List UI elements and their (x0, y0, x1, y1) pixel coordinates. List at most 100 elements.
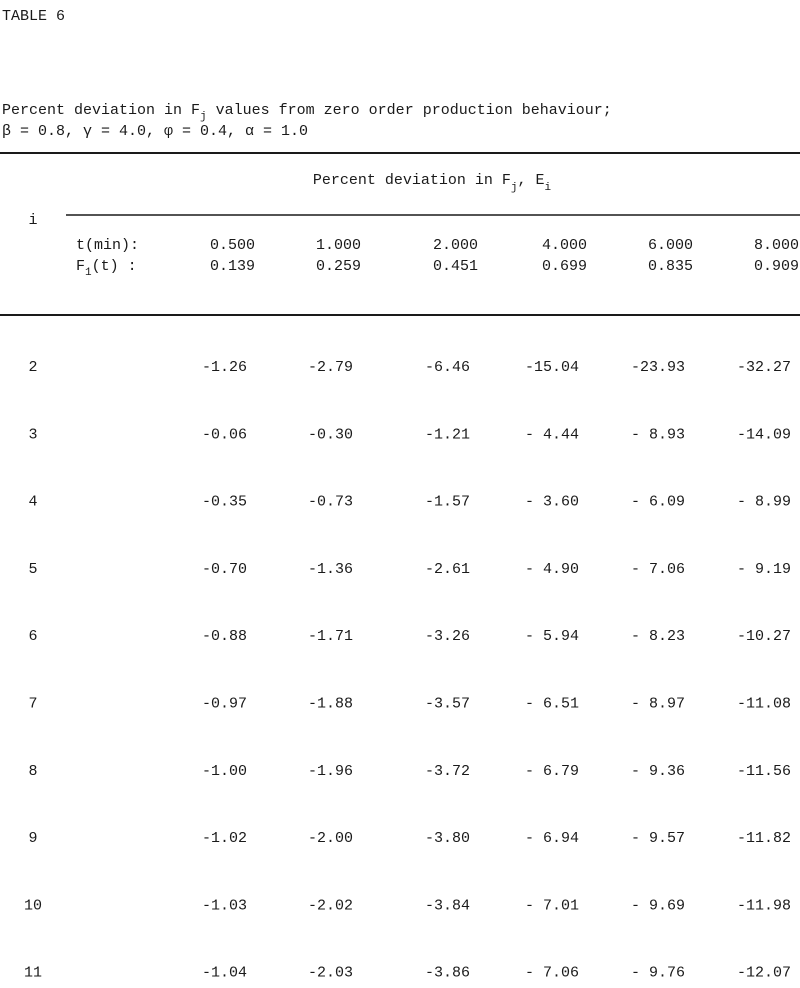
cell: - 7.06 (525, 965, 579, 982)
cell: - 6.09 (631, 494, 685, 511)
cell: -1.57 (425, 494, 470, 511)
col-t: 1.000 (316, 237, 361, 254)
col-f: 0.909 (754, 258, 799, 275)
cell: - 7.01 (525, 897, 579, 914)
cell: - 9.69 (631, 897, 685, 914)
cell: -3.72 (425, 763, 470, 780)
header-text: , E (518, 172, 545, 189)
cell: -10.27 (737, 628, 791, 645)
header-subscript: j (511, 182, 518, 194)
col-f: 0.139 (210, 258, 255, 275)
cell: -11.98 (737, 897, 791, 914)
caption-text: values from zero order production behavi… (207, 102, 612, 119)
cell: -11.82 (737, 830, 791, 847)
cell: -0.35 (202, 494, 247, 511)
cell: -1.88 (308, 695, 353, 712)
row-index: 10 (24, 897, 42, 914)
cell: -0.73 (308, 494, 353, 511)
cell: -1.21 (425, 426, 470, 443)
t-label: t(min): (76, 237, 139, 254)
group-header: Percent deviation in Fj, Ei (313, 172, 552, 194)
cell: -3.57 (425, 695, 470, 712)
f-label: F1(t) : (76, 258, 137, 279)
header-subscript: i (545, 182, 552, 194)
cell: -1.04 (202, 965, 247, 982)
caption-text: Percent deviation in F (2, 102, 200, 119)
cell: - 5.94 (525, 628, 579, 645)
row-index: 8 (28, 763, 37, 780)
cell: -32.27 (737, 359, 791, 376)
cell: - 9.19 (737, 561, 791, 578)
cell: -12.07 (737, 965, 791, 982)
cell: -11.08 (737, 695, 791, 712)
caption-line: Percent deviation in Fj values from zero… (2, 102, 612, 123)
cell: -2.61 (425, 561, 470, 578)
row-header: i (28, 212, 37, 229)
cell: - 8.93 (631, 426, 685, 443)
cell: -1.02 (202, 830, 247, 847)
row-index: 6 (28, 628, 37, 645)
cell: - 9.57 (631, 830, 685, 847)
cell: - 6.79 (525, 763, 579, 780)
cell: - 8.23 (631, 628, 685, 645)
row-index: 2 (28, 359, 37, 376)
row-index: 7 (28, 695, 37, 712)
cell: -0.88 (202, 628, 247, 645)
row-index: 5 (28, 561, 37, 578)
cell: - 9.36 (631, 763, 685, 780)
cell: -0.30 (308, 426, 353, 443)
col-f: 0.835 (648, 258, 693, 275)
f-subscript: 1 (85, 267, 92, 279)
row-index: 4 (28, 494, 37, 511)
col-t: 6.000 (648, 237, 693, 254)
cell: -6.46 (425, 359, 470, 376)
cell: -0.70 (202, 561, 247, 578)
row-index: 3 (28, 426, 37, 443)
cell: - 3.60 (525, 494, 579, 511)
col-t: 4.000 (542, 237, 587, 254)
cell: -2.03 (308, 965, 353, 982)
cell: - 4.90 (525, 561, 579, 578)
cell: -1.36 (308, 561, 353, 578)
col-f: 0.451 (433, 258, 478, 275)
cell: -14.09 (737, 426, 791, 443)
cell: -1.03 (202, 897, 247, 914)
col-t: 2.000 (433, 237, 478, 254)
cell: - 8.97 (631, 695, 685, 712)
f-text: (t) : (92, 258, 137, 275)
col-t: 0.500 (210, 237, 255, 254)
cell: -1.26 (202, 359, 247, 376)
cell: -1.96 (308, 763, 353, 780)
cell: -15.04 (525, 359, 579, 376)
cell: -2.02 (308, 897, 353, 914)
cell: - 9.76 (631, 965, 685, 982)
cell: -3.26 (425, 628, 470, 645)
caption-line: β = 0.8, γ = 4.0, φ = 0.4, α = 1.0 (2, 123, 308, 140)
cell: -23.93 (631, 359, 685, 376)
cell: -3.86 (425, 965, 470, 982)
cell: -0.06 (202, 426, 247, 443)
col-f: 0.699 (542, 258, 587, 275)
cell: - 4.44 (525, 426, 579, 443)
f-text: F (76, 258, 85, 275)
cell: - 6.51 (525, 695, 579, 712)
caption-subscript: j (200, 111, 207, 123)
row-index: 9 (28, 830, 37, 847)
table-title: TABLE 6 (2, 8, 65, 25)
header-text: Percent deviation in F (313, 172, 511, 189)
cell: - 6.94 (525, 830, 579, 847)
cell: -2.00 (308, 830, 353, 847)
cell: -11.56 (737, 763, 791, 780)
cell: -2.79 (308, 359, 353, 376)
cell: -1.00 (202, 763, 247, 780)
cell: -0.97 (202, 695, 247, 712)
col-f: 0.259 (316, 258, 361, 275)
cell: - 8.99 (737, 494, 791, 511)
cell: - 7.06 (631, 561, 685, 578)
col-t: 8.000 (754, 237, 799, 254)
row-index: 11 (24, 965, 42, 982)
cell: -3.80 (425, 830, 470, 847)
cell: -3.84 (425, 897, 470, 914)
cell: -1.71 (308, 628, 353, 645)
